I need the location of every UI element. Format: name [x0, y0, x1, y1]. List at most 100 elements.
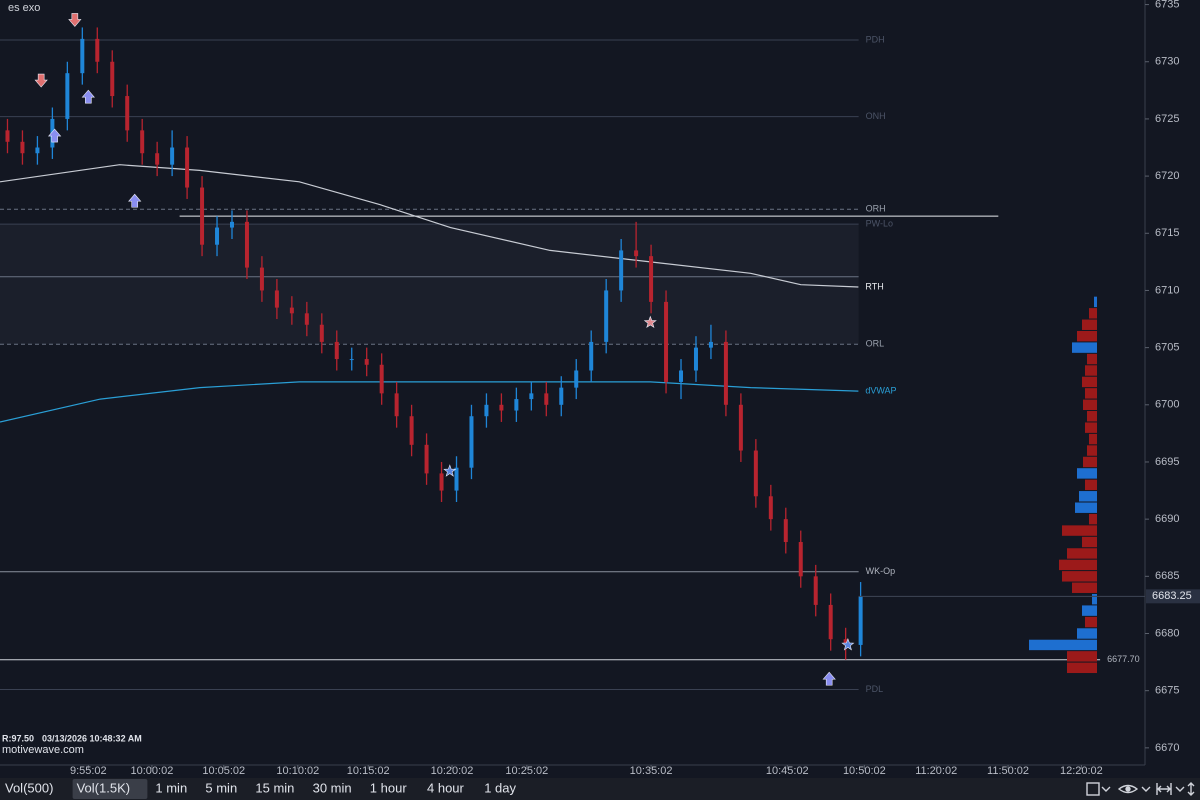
timeframe-tab[interactable]: 1 hour: [370, 780, 408, 795]
timeframe-tab[interactable]: 5 min: [205, 780, 237, 795]
indicator-label: dVWAP: [865, 385, 896, 395]
volume-profile-bar: [1082, 605, 1097, 616]
signal-marker: [841, 638, 855, 651]
info: R:97.50: [2, 733, 34, 743]
volume-profile-bar: [1085, 479, 1097, 491]
candle-body: [200, 187, 205, 245]
volume-profile-bar: [1077, 628, 1097, 639]
level-label: ONH: [866, 111, 886, 121]
fit-dropdown[interactable]: [1101, 786, 1111, 792]
x-tick-label: 10:05:02: [202, 765, 245, 777]
volume-profile-bar: [1087, 445, 1097, 456]
volume-profile-bar: [1083, 399, 1097, 411]
signal-marker: [47, 128, 62, 143]
volume-profile-bar: [1089, 433, 1097, 445]
candle-body: [274, 290, 279, 308]
candle-body: [319, 324, 324, 342]
candle-body: [679, 370, 684, 382]
candle-body: [619, 250, 624, 291]
y-tick-label: 6730: [1155, 56, 1179, 68]
visibility-dropdown[interactable]: [1141, 786, 1151, 792]
candle-body: [544, 393, 549, 405]
signal-marker: [81, 89, 95, 104]
spacing-dropdown[interactable]: [1175, 786, 1185, 792]
x-tick-label: 11:20:02: [915, 765, 957, 777]
scale-icon[interactable]: [1187, 782, 1195, 796]
candle-body: [244, 221, 249, 268]
candle-body: [409, 416, 414, 445]
candle-body: [20, 141, 25, 154]
volume-profile-bar: [1062, 525, 1097, 536]
x-tick-label: 10:45:02: [766, 765, 809, 777]
x-tick-label: 10:35:02: [630, 765, 673, 777]
visibility-icon[interactable]: [1117, 784, 1139, 794]
last-price-box: [1146, 589, 1200, 604]
y-tick-label: 6735: [1155, 0, 1179, 10]
y-tick-label: 6700: [1155, 399, 1179, 411]
level-label: ORH: [866, 204, 886, 214]
candle-body: [259, 267, 264, 291]
candle-body: [65, 73, 70, 119]
timeframe-tab[interactable]: 1 day: [484, 780, 516, 795]
volume-profile-bar: [1079, 491, 1097, 502]
volume-profile-bar: [1085, 422, 1097, 433]
x-tick-label: 10:15:02: [347, 765, 390, 777]
timeframe-tab[interactable]: Vol(1.5K): [77, 780, 130, 795]
candle-body: [813, 576, 818, 605]
y-tick-label: 6720: [1155, 170, 1179, 182]
spacing-icon[interactable]: [1156, 783, 1172, 795]
candle-body: [394, 393, 399, 417]
volume-profile-bar: [1059, 559, 1097, 571]
candle-body: [768, 496, 773, 520]
level-label: 6677.70: [1107, 654, 1140, 664]
candle-body: [185, 147, 190, 188]
candle-body: [125, 96, 130, 131]
level-label: ORL: [866, 339, 885, 349]
indicator-line: [0, 381, 859, 423]
timeframe-tab[interactable]: 15 min: [255, 780, 294, 795]
y-tick-label: 6690: [1155, 513, 1179, 525]
candle-body: [155, 153, 160, 165]
x-tick-label: 9:55:02: [70, 765, 107, 777]
timeframe-tab[interactable]: Vol(500): [5, 780, 53, 795]
timeframe-tab[interactable]: 4 hour: [427, 780, 465, 795]
candle-body: [349, 359, 354, 361]
last-price-label: 6683.25: [1152, 590, 1192, 602]
volume-profile-bar: [1082, 319, 1097, 330]
candle-body: [229, 221, 234, 228]
candle-body: [110, 61, 115, 97]
signal-marker: [68, 13, 82, 27]
volume-profile-bar: [1092, 593, 1097, 605]
volume-profile-bar: [1077, 468, 1097, 479]
level-label: PDL: [866, 684, 884, 694]
candle-body: [454, 467, 459, 491]
candle-body: [35, 147, 40, 154]
candle-body: [649, 256, 654, 302]
y-tick-label: 6710: [1155, 284, 1179, 296]
volume-profile-bar: [1067, 662, 1097, 674]
fit-icon[interactable]: [1086, 782, 1100, 796]
signal-marker: [128, 193, 142, 208]
candle-body: [304, 313, 309, 325]
level-label: PW-Lo: [866, 219, 893, 229]
timeframe-tab[interactable]: 30 min: [313, 780, 352, 795]
candle-body: [783, 519, 788, 543]
candle-body: [289, 307, 294, 314]
candle-body: [170, 147, 175, 165]
range-band: [0, 224, 859, 345]
level-label: PDH: [866, 34, 885, 44]
candle-body: [469, 416, 474, 468]
volume-profile-bar: [1082, 376, 1097, 388]
volume-profile-bar: [1087, 353, 1097, 365]
timeframe-tabs: Vol(500) Vol(1.5K) 1 min 5 min 15 min 30 min 1…: [5, 779, 517, 799]
candle-body: [708, 341, 713, 348]
y-tick-label: 6705: [1155, 342, 1179, 354]
timeframe-tab[interactable]: 1 min: [155, 780, 187, 795]
timestamp: 03/13/2026 10:48:32 AM: [42, 733, 142, 743]
y-tick-label: 6695: [1155, 456, 1179, 468]
tab-selected: [72, 779, 148, 799]
symbol: es exo: [8, 2, 40, 14]
candle-body: [439, 473, 444, 491]
